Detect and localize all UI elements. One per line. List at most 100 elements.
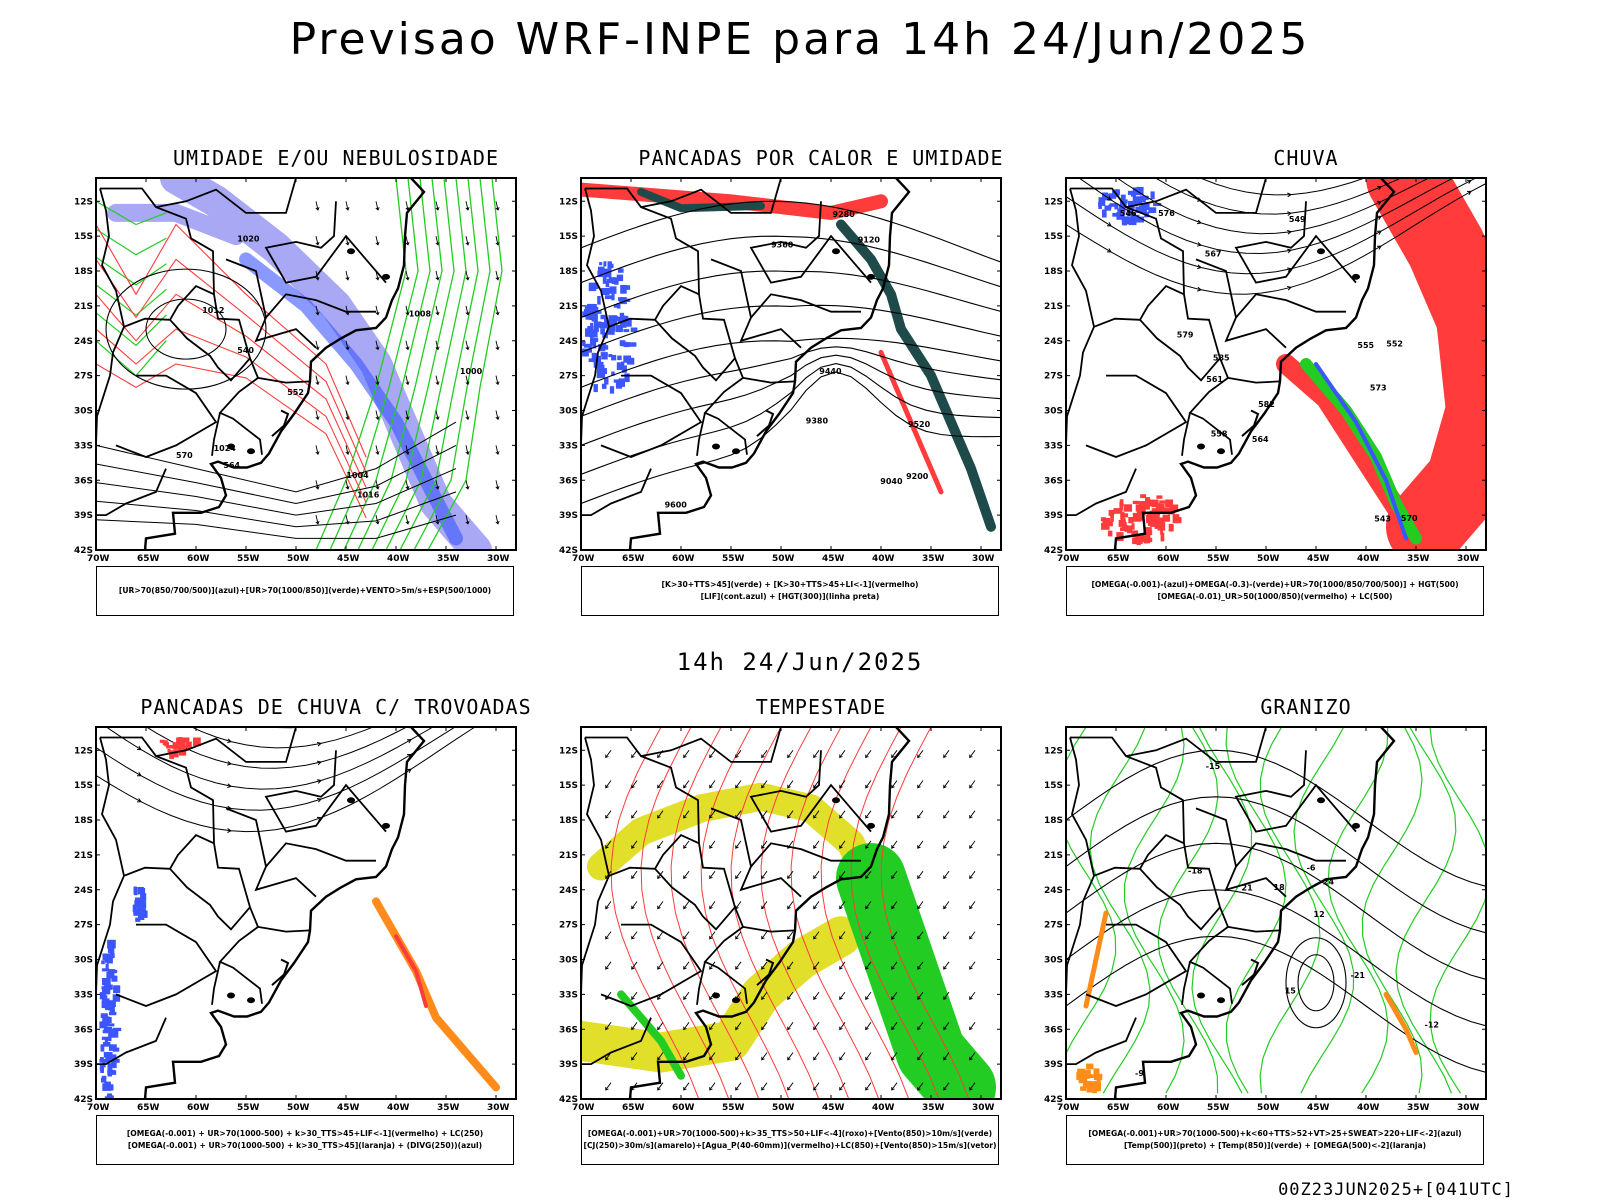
state-border <box>155 727 297 763</box>
state-border <box>96 875 125 1005</box>
lat-tick-label: 18S <box>559 267 578 277</box>
lat-tick-label: 27S <box>1044 372 1063 382</box>
lifted-index-contour <box>597 270 604 277</box>
streamline-arrow <box>318 630 322 634</box>
isobar-high <box>145 298 227 360</box>
lat-tick-label: 12S <box>1044 197 1063 207</box>
lat-tick-label: 15S <box>74 232 93 242</box>
divergence-250-area <box>108 969 118 974</box>
wind-850-vector <box>865 1022 872 1031</box>
temp-500-low <box>1297 954 1335 1012</box>
wind-850-vector <box>969 991 976 1000</box>
state-border <box>211 412 221 456</box>
k-index-area <box>836 219 996 532</box>
lake-mark <box>712 992 720 999</box>
state-border <box>749 750 872 833</box>
streamline-arrow <box>137 616 141 620</box>
streamline-arrow <box>1287 192 1293 198</box>
state-border <box>585 187 748 455</box>
divergence-250-area <box>111 1030 119 1038</box>
wind-850-vector <box>943 750 950 759</box>
lc-250-streamline <box>190 727 375 749</box>
wind-vector <box>375 480 380 490</box>
lagoon-outline <box>756 958 775 986</box>
lifted-index-contour <box>587 305 597 314</box>
lat-tick-label: 33S <box>74 441 93 451</box>
lifted-index-contour <box>619 312 625 318</box>
lake-mark <box>1352 273 1360 280</box>
wind-850-vector <box>631 901 638 910</box>
wind-850-vector <box>943 780 950 789</box>
wind-850-vector <box>657 931 664 940</box>
legend-line: [OMEGA(-0.01)_UR>50(1000/850)(vermelho) … <box>1157 592 1393 601</box>
streamline-arrow <box>1107 248 1112 253</box>
wind-850-vector <box>813 750 820 759</box>
wind-850-vector <box>891 810 898 819</box>
lon-tick-label: 55W <box>722 1103 745 1113</box>
lake-mark <box>832 248 840 255</box>
lat-tick-label: 33S <box>74 990 93 1000</box>
wind-850-vector <box>891 1082 898 1091</box>
wind-vector <box>495 375 500 386</box>
wind-850-vector <box>943 1052 950 1061</box>
streamline-arrow <box>316 760 323 766</box>
lon-tick-label: 30W <box>1457 554 1480 564</box>
omega-0001-area <box>1140 195 1146 203</box>
divergence-250-area <box>137 911 145 920</box>
legend-line: [K>30+TTS>45](verde) + [K>30+TTS>45+LI<-… <box>661 580 919 589</box>
wind-850-vector <box>683 901 690 910</box>
divergence-250-area <box>110 1028 117 1034</box>
lon-tick-label: 50W <box>772 1103 795 1113</box>
data-layer <box>96 616 500 1099</box>
lon-tick-label: 40W <box>387 554 410 564</box>
omega-0001-area <box>1122 218 1128 226</box>
omega-500-area <box>1086 1080 1093 1088</box>
map-frame: 582 579 576 573 570 567 564 561 558 555 552 549 546 5… <box>1044 176 1487 564</box>
lat-tick-label: 18S <box>74 816 93 826</box>
wind-850-vector <box>891 1052 898 1061</box>
wind-850-vector <box>657 840 664 849</box>
streamline-arrow <box>1196 242 1203 247</box>
lat-tick-label: 39S <box>74 511 93 521</box>
lon-tick-label: 70W <box>87 554 110 564</box>
wind-850-vector <box>735 750 742 759</box>
wind-850-vector <box>943 931 950 940</box>
lc-850-streamline <box>670 727 760 1099</box>
omega-rain-area <box>1169 506 1175 512</box>
divergence-250-area <box>135 917 141 922</box>
lon-tick-label: 35W <box>1407 554 1430 564</box>
lat-tick-label: 36S <box>1044 476 1063 486</box>
lc-850-streamline <box>730 727 820 1099</box>
streamline-arrow <box>1467 79 1471 83</box>
lon-tick-label: 65W <box>137 1103 160 1113</box>
omega-rain-area <box>1149 521 1157 527</box>
lifted-index-contour <box>582 348 589 357</box>
wind-850-vector <box>969 961 976 970</box>
wind-850-vector <box>631 931 638 940</box>
state-border <box>1069 188 1185 329</box>
lon-tick-label: 70W <box>572 554 595 564</box>
omega-rain-area <box>1165 499 1174 507</box>
lifted-index-contour <box>604 377 609 385</box>
wind-850-vector <box>891 991 898 1000</box>
streamline-arrow <box>1107 170 1111 174</box>
humidity-1000-850-contour <box>385 178 467 550</box>
divergence-250-area <box>113 985 121 994</box>
wind-850-vector <box>839 901 846 910</box>
contour-label: 564 <box>1252 435 1269 444</box>
lat-tick-label: 15S <box>1044 781 1063 791</box>
divergence-250-area <box>138 889 145 894</box>
coastline-east <box>1113 178 1396 550</box>
omega-rain-area <box>1141 533 1145 543</box>
temp-850-contour <box>1395 727 1457 1094</box>
streamline-arrow <box>136 745 142 751</box>
divergence-250-area <box>137 907 146 911</box>
wind-vector <box>315 445 320 455</box>
wind-vector <box>405 515 410 525</box>
lon-tick-label: 55W <box>722 554 745 564</box>
omega-0001-area <box>1128 216 1137 226</box>
panel-title: PANCADAS DE CHUVA C/ TROVOADAS <box>140 695 532 719</box>
wind-vector <box>435 236 440 246</box>
divergence-250-area <box>100 1057 104 1061</box>
